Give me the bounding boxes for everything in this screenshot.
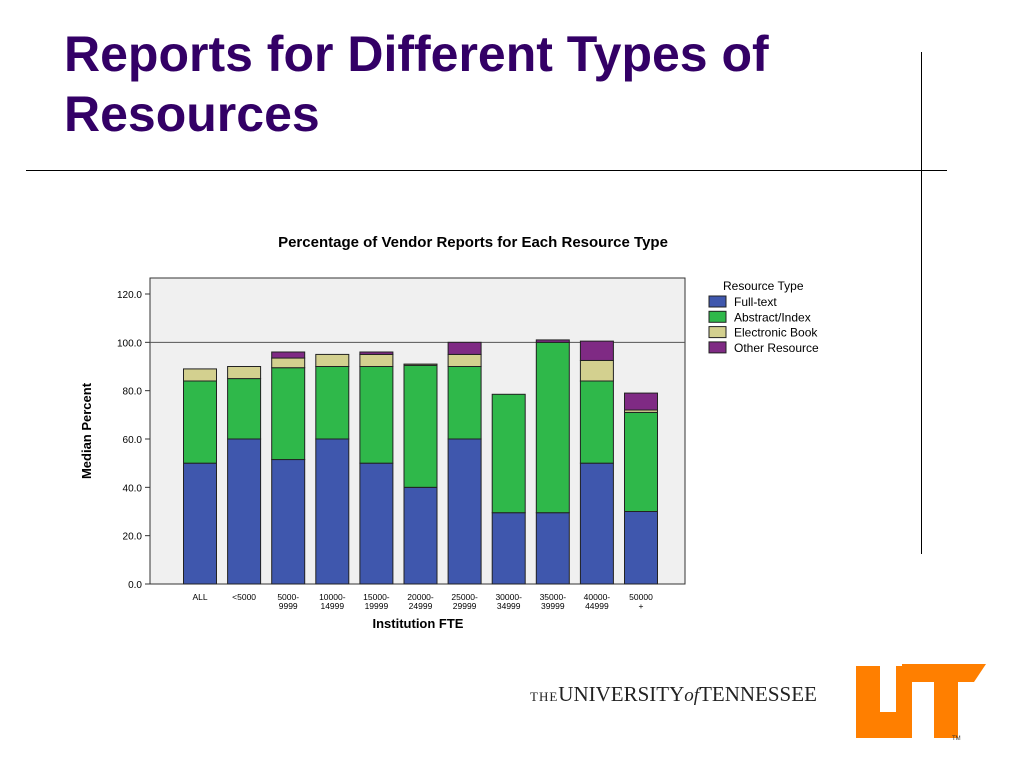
legend-title: Resource Type xyxy=(723,279,804,293)
bar-segment-full-text xyxy=(403,486,438,585)
vertical-divider xyxy=(921,52,922,554)
wordmark-the: THE xyxy=(530,689,559,704)
bar-segment-full-text xyxy=(227,438,262,585)
y-tick-label: 20.0 xyxy=(123,532,143,543)
x-tick-label: + xyxy=(639,601,644,611)
bar-segment-other-resource xyxy=(271,351,306,359)
bar-segment-abstract-index xyxy=(535,341,570,514)
legend-swatch xyxy=(708,310,727,323)
x-tick-label: 15000- xyxy=(363,592,390,602)
legend-swatch xyxy=(708,326,727,339)
x-tick-label: 30000- xyxy=(495,592,522,602)
wordmark-university: UNIVERSITY xyxy=(558,682,685,706)
legend-swatch xyxy=(708,295,727,308)
horizontal-divider xyxy=(26,170,947,171)
y-axis-label: Median Percent xyxy=(79,382,94,479)
ut-logo-u xyxy=(856,666,912,738)
x-tick-label: 19999 xyxy=(365,601,389,611)
bar-segment-electronic-book xyxy=(227,366,262,380)
x-tick-label: 25000- xyxy=(451,592,478,602)
x-tick-label: 35000- xyxy=(540,592,567,602)
x-axis-label: Institution FTE xyxy=(373,616,464,631)
ut-logo: TM xyxy=(856,664,986,742)
x-tick-label: 29999 xyxy=(453,601,477,611)
bar-segment-full-text xyxy=(579,462,614,585)
bar-segment-electronic-book xyxy=(447,353,482,367)
y-tick-label: 80.0 xyxy=(123,387,143,398)
y-tick-label: 120.0 xyxy=(117,290,142,301)
x-tick-label: 44999 xyxy=(585,601,609,611)
x-tick-label: 34999 xyxy=(497,601,521,611)
bar-segment-electronic-book xyxy=(271,357,306,369)
bar-segment-full-text xyxy=(491,512,526,585)
bar-segment-electronic-book xyxy=(359,353,394,367)
bar-segment-abstract-index xyxy=(624,411,658,512)
legend-label: Full-text xyxy=(734,295,777,309)
bar-segment-electronic-book xyxy=(315,353,350,367)
ut-logo-t xyxy=(902,664,986,738)
y-tick-label: 0.0 xyxy=(128,580,142,591)
x-tick-label: 5000- xyxy=(277,592,299,602)
bar-segment-electronic-book xyxy=(579,359,614,382)
bar-segment-other-resource xyxy=(447,341,482,355)
x-tick-label: 50000 xyxy=(629,592,653,602)
x-tick-label: 24999 xyxy=(409,601,433,611)
bar-segment-full-text xyxy=(183,462,217,585)
x-tick-label: 20000- xyxy=(407,592,434,602)
legend-label: Other Resource xyxy=(734,341,819,355)
y-tick-label: 100.0 xyxy=(117,338,142,349)
bar-segment-abstract-index xyxy=(491,393,526,514)
bar-segment-abstract-index xyxy=(447,366,482,440)
bar-segment-abstract-index xyxy=(579,380,614,464)
bar-segment-electronic-book xyxy=(183,368,217,382)
bar-segment-other-resource xyxy=(624,392,658,411)
x-tick-label: <5000 xyxy=(232,592,256,602)
wordmark-of: of xyxy=(684,685,700,706)
x-tick-label: 40000- xyxy=(584,592,611,602)
bar-segment-abstract-index xyxy=(403,364,438,488)
bar-segment-other-resource xyxy=(579,340,614,361)
bar-segment-abstract-index xyxy=(227,378,262,440)
bar-segment-abstract-index xyxy=(315,366,350,440)
bar-segment-other-resource xyxy=(359,351,394,355)
bar-segment-full-text xyxy=(447,438,482,585)
bar-segment-abstract-index xyxy=(359,366,394,464)
bar-segment-full-text xyxy=(624,511,658,585)
legend-swatch xyxy=(708,341,727,354)
legend-label: Electronic Book xyxy=(734,326,818,340)
bar-segment-full-text xyxy=(359,462,394,585)
y-tick-label: 60.0 xyxy=(123,435,143,446)
bar-segment-other-resource xyxy=(535,339,570,343)
bar-segment-full-text xyxy=(535,512,570,585)
wordmark-state: TENNESSEE xyxy=(699,682,817,706)
bar-segment-electronic-book xyxy=(403,363,438,366)
legend-label: Abstract/Index xyxy=(734,310,811,324)
bar-segment-full-text xyxy=(315,438,350,585)
ut-logo-tm: TM xyxy=(952,736,961,742)
y-tick-label: 40.0 xyxy=(123,483,143,494)
bar-segment-abstract-index xyxy=(271,367,306,461)
x-tick-label: 14999 xyxy=(320,601,344,611)
chart-title: Percentage of Vendor Reports for Each Re… xyxy=(278,234,668,251)
x-tick-label: 39999 xyxy=(541,601,565,611)
slide-title: Reports for Different Types of Resources xyxy=(64,26,769,142)
x-tick-label: 9999 xyxy=(279,601,298,611)
x-tick-label: ALL xyxy=(192,592,207,602)
bar-segment-abstract-index xyxy=(183,380,217,464)
university-wordmark: THEUNIVERSITYofTENNESSEE xyxy=(530,682,817,707)
x-tick-label: 10000- xyxy=(319,592,346,602)
bar-segment-full-text xyxy=(271,459,306,585)
